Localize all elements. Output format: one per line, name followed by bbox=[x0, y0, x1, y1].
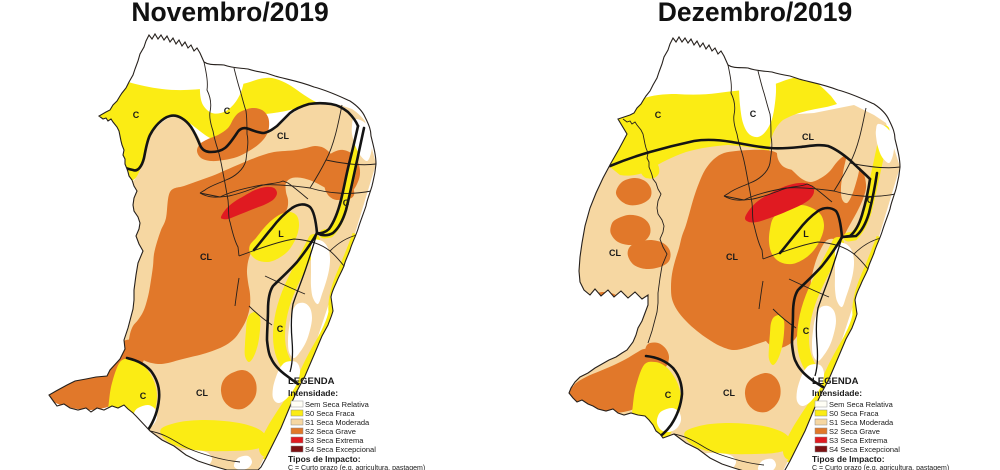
svg-text:CL: CL bbox=[723, 388, 735, 398]
svg-text:C: C bbox=[803, 326, 810, 336]
svg-text:C: C bbox=[867, 195, 874, 205]
svg-text:C: C bbox=[655, 110, 662, 120]
svg-text:L: L bbox=[803, 229, 809, 239]
svg-text:CL: CL bbox=[277, 131, 289, 141]
svg-text:CL: CL bbox=[196, 388, 208, 398]
svg-text:C: C bbox=[140, 391, 147, 401]
svg-text:C: C bbox=[343, 198, 350, 208]
svg-text:C: C bbox=[750, 109, 757, 119]
svg-text:C: C bbox=[224, 106, 231, 116]
svg-text:CL: CL bbox=[609, 248, 621, 258]
svg-text:CL: CL bbox=[726, 252, 738, 262]
svg-text:L: L bbox=[278, 229, 284, 239]
svg-text:C: C bbox=[277, 324, 284, 334]
svg-text:CL: CL bbox=[802, 132, 814, 142]
svg-text:C: C bbox=[133, 110, 140, 120]
svg-text:C: C bbox=[665, 390, 672, 400]
svg-text:CL: CL bbox=[200, 252, 212, 262]
